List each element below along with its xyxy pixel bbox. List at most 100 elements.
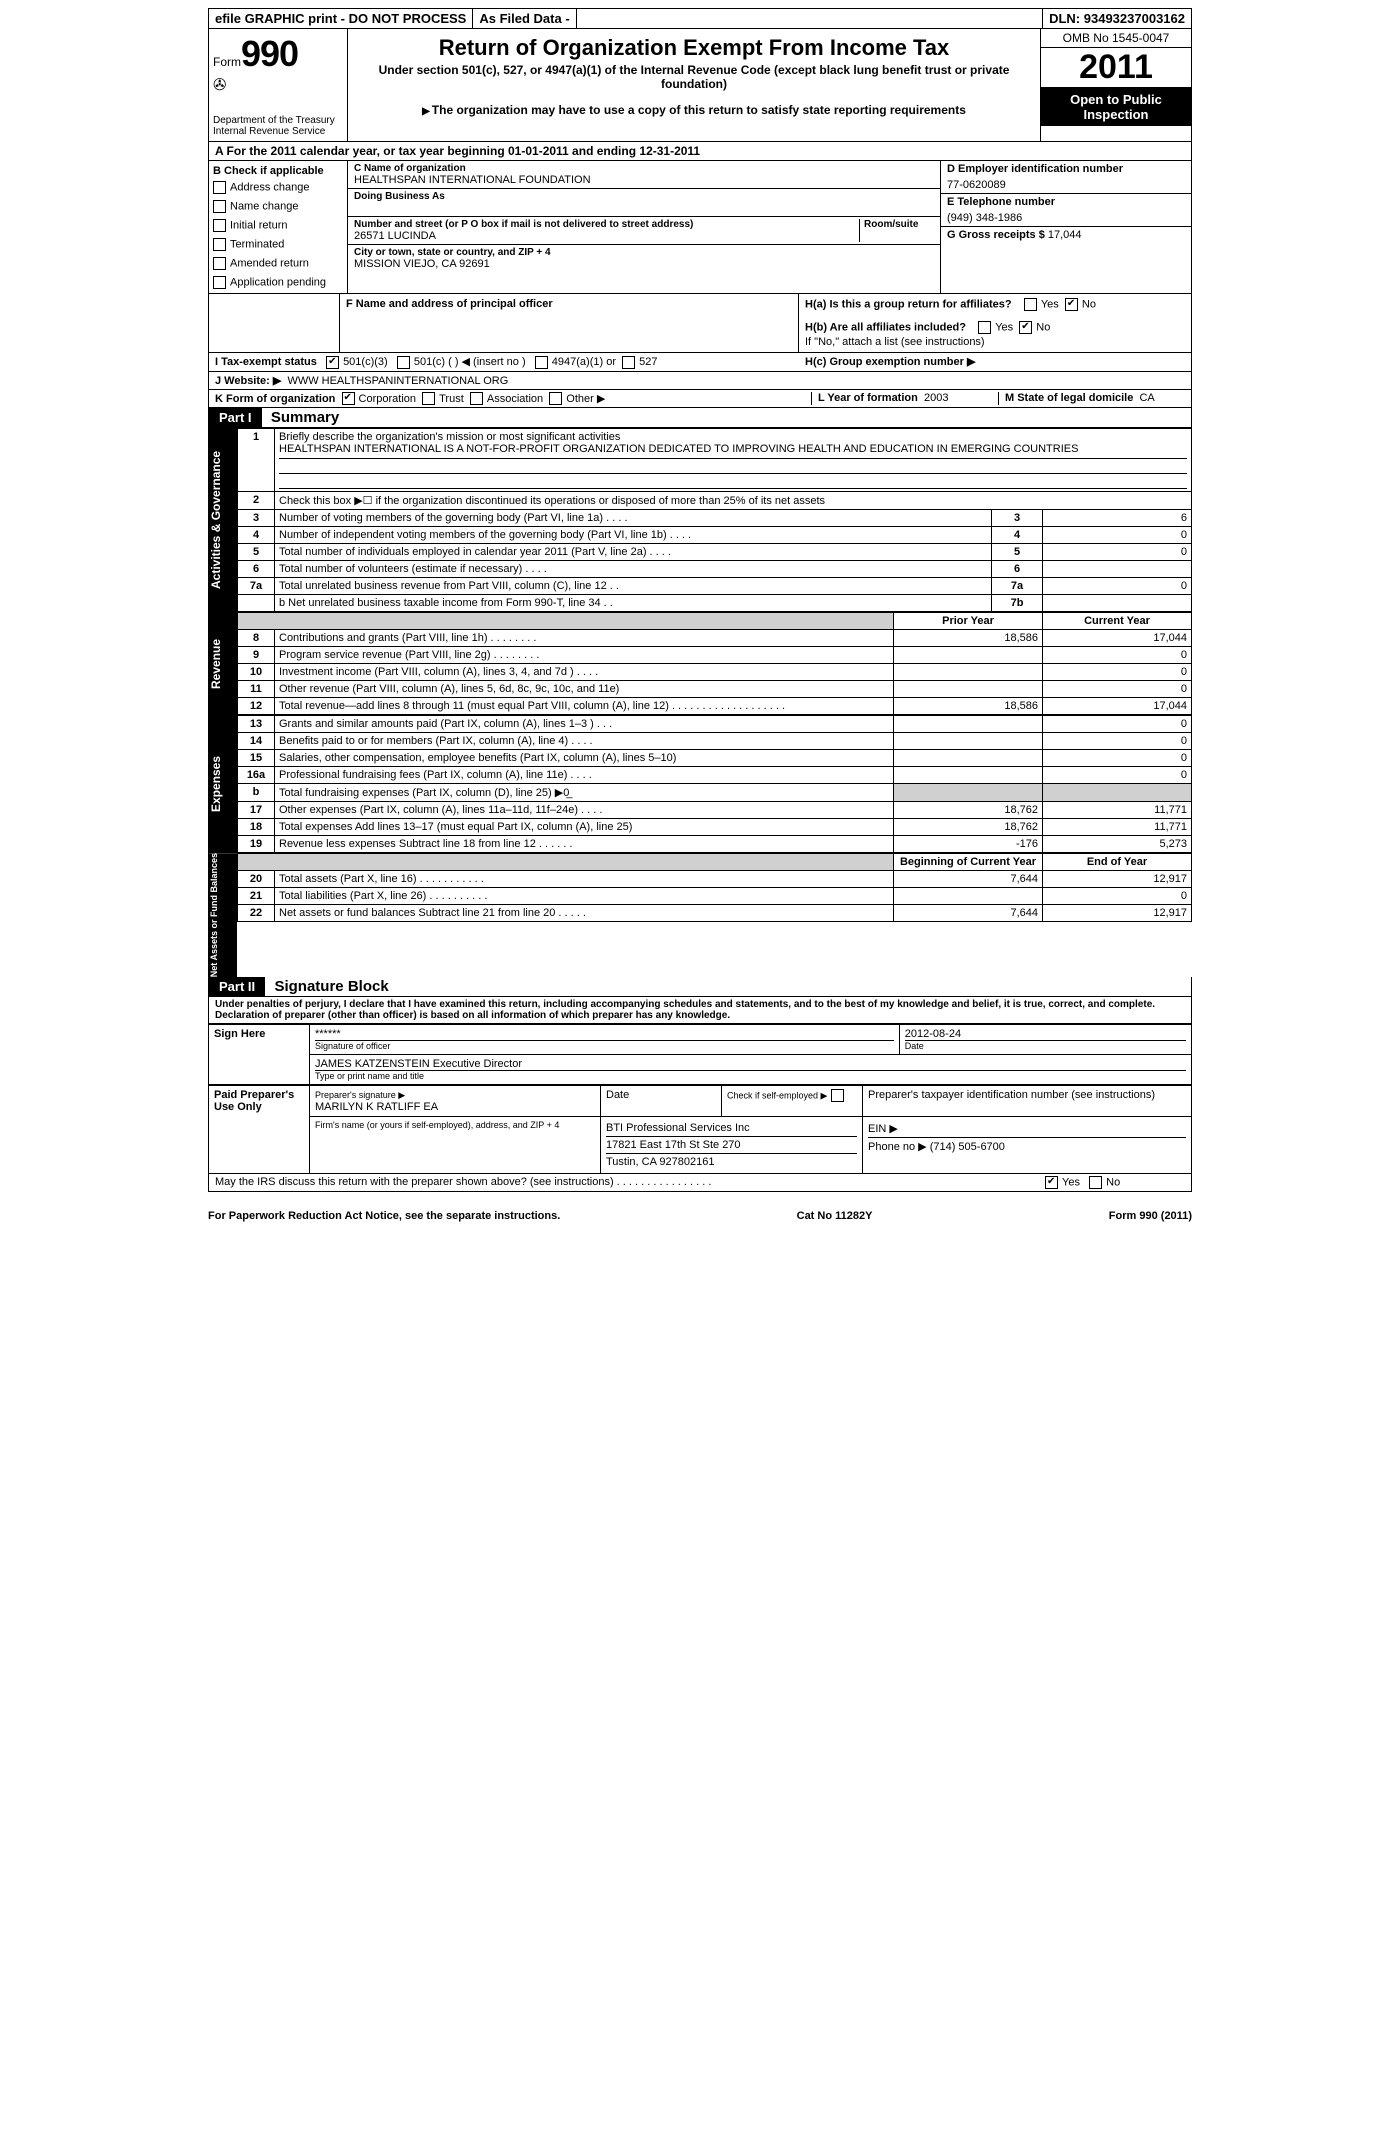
eoy-hdr: End of Year [1043,854,1192,871]
lbl-assoc: Association [487,393,543,405]
form-990-page: efile GRAPHIC print - DO NOT PROCESS As … [208,8,1192,1222]
table-row: 20Total assets (Part X, line 16) . . . .… [238,871,1192,888]
row-k-label: K Form of organization [215,393,335,405]
lbl-501c: 501(c) ( ) ◀ (insert no ) [414,356,526,368]
form-number-block: Form990 [213,33,343,75]
chk-name-change[interactable] [213,200,226,213]
website-value: WWW HEALTHSPANINTERNATIONAL ORG [287,375,508,387]
lbl-corp: Corporation [359,393,416,405]
chk-501c3[interactable] [326,356,339,369]
type-print-label: Type or print name and title [315,1071,1186,1081]
info-grid: B Check if applicable Address change Nam… [208,161,1192,294]
prep-sig-label: Preparer's signature ▶ [315,1090,405,1100]
table-row: 15Salaries, other compensation, employee… [238,750,1192,767]
officer-signature: ****** [315,1028,894,1040]
chk-other[interactable] [549,392,562,405]
officer-name: JAMES KATZENSTEIN Executive Director [315,1058,1186,1070]
sign-date-label: Date [905,1041,1186,1051]
lbl-pending: Application pending [230,276,326,288]
chk-corp[interactable] [342,392,355,405]
tel-value: (949) 348-1986 [947,212,1185,224]
form-number: 990 [241,33,298,74]
lbl-amended: Amended return [230,257,309,269]
table-row: 16aProfessional fundraising fees (Part I… [238,767,1192,784]
lbl-527: 527 [639,356,657,368]
table-row: 9Program service revenue (Part VIII, lin… [238,647,1192,664]
hb-yes-chk[interactable] [978,321,991,334]
chk-assoc[interactable] [470,392,483,405]
chk-terminated[interactable] [213,238,226,251]
chk-initial-return[interactable] [213,219,226,232]
summary-governance: Activities & Governance 1 Briefly descri… [208,428,1192,612]
website-label: J Website: ▶ [215,375,281,387]
org-name-label: C Name of organization [354,163,934,174]
chk-4947[interactable] [535,356,548,369]
gross-value: 17,044 [1048,229,1082,241]
ein-value: 77-0620089 [947,179,1185,191]
firm-phone-label: Phone no ▶ [868,1141,927,1153]
discuss-yes-chk[interactable] [1045,1176,1058,1189]
prep-date-label: Date [601,1086,722,1117]
hb-note: If "No," attach a list (see instructions… [805,336,1185,348]
chk-527[interactable] [622,356,635,369]
summary-net: Net Assets or Fund Balances Beginning of… [208,853,1192,977]
lbl-terminated: Terminated [230,238,284,250]
tel-label: E Telephone number [947,196,1185,208]
row-k: K Form of organization Corporation Trust… [208,390,1192,409]
form-title: Return of Organization Exempt From Incom… [354,35,1034,61]
ha-no-chk[interactable] [1065,298,1078,311]
sig-officer-label: Signature of officer [315,1041,894,1051]
table-row: 21Total liabilities (Part X, line 26) . … [238,888,1192,905]
discuss-text: May the IRS discuss this return with the… [215,1176,1045,1189]
footer-right: Form 990 (2011) [1109,1210,1192,1222]
lbl-other: Other ▶ [566,393,605,405]
perjury-text: Under penalties of perjury, I declare th… [208,997,1192,1024]
ha-yes-chk[interactable] [1024,298,1037,311]
ha-yes-lbl: Yes [1041,298,1059,310]
dept-treasury: Department of the Treasury [213,115,343,126]
chk-address-change[interactable] [213,181,226,194]
header-right: OMB No 1545-0047 2011 Open to Public Ins… [1041,29,1191,141]
dba-label: Doing Business As [354,191,934,202]
lbl-trust: Trust [439,393,464,405]
firm-city: Tustin, CA 927802161 [606,1154,857,1170]
prior-year-hdr: Prior Year [894,613,1043,630]
table-row: 11Other revenue (Part VIII, column (A), … [238,681,1192,698]
ha-label: H(a) Is this a group return for affiliat… [805,298,1012,310]
summary-top-table: 1 Briefly describe the organization's mi… [237,428,1192,612]
hb-no-chk[interactable] [1019,321,1032,334]
firm-ein-label: EIN ▶ [868,1120,1186,1138]
dept-irs: Internal Revenue Service [213,126,343,137]
s2-text: Check this box ▶☐ if the organization di… [275,492,1192,510]
discuss-no-chk[interactable] [1089,1176,1102,1189]
form-label: Form [213,55,241,69]
chk-self-employed[interactable] [831,1089,844,1102]
part2-bar: Part II Signature Block [208,977,1192,997]
efile-header: efile GRAPHIC print - DO NOT PROCESS As … [208,8,1192,29]
table-row: 18Total expenses Add lines 13–17 (must e… [238,819,1192,836]
asfiled-label: As Filed Data - [473,9,576,28]
chk-pending[interactable] [213,276,226,289]
part1-title: Summary [271,409,339,426]
h-section: H(a) Is this a group return for affiliat… [799,294,1191,352]
chk-trust[interactable] [422,392,435,405]
dln-value: 93493237003162 [1084,11,1185,26]
row-j: J Website: ▶ WWW HEALTHSPANINTERNATIONAL… [208,372,1192,390]
discuss-yes-lbl: Yes [1062,1177,1080,1189]
chk-501c[interactable] [397,356,410,369]
topbar-spacer [577,9,1043,28]
table-row: 13Grants and similar amounts paid (Part … [238,716,1192,733]
dln-label: DLN: [1049,11,1080,26]
omb-number: OMB No 1545-0047 [1041,29,1191,48]
paid-preparer-label: Paid Preparer's Use Only [209,1086,310,1174]
header-center: Return of Organization Exempt From Incom… [348,29,1041,141]
efile-label: efile GRAPHIC print - DO NOT PROCESS [209,9,473,28]
ha-no-lbl: No [1082,298,1096,310]
tax-year: 2011 [1041,48,1191,88]
chk-amended[interactable] [213,257,226,270]
officer-label: F Name and address of principal officer [346,298,792,310]
ptin-label: Preparer's taxpayer identification numbe… [863,1086,1192,1117]
org-name: HEALTHSPAN INTERNATIONAL FOUNDATION [354,174,934,186]
col-d-info: D Employer identification number 77-0620… [941,161,1191,293]
year-formation-label: L Year of formation [818,392,918,404]
